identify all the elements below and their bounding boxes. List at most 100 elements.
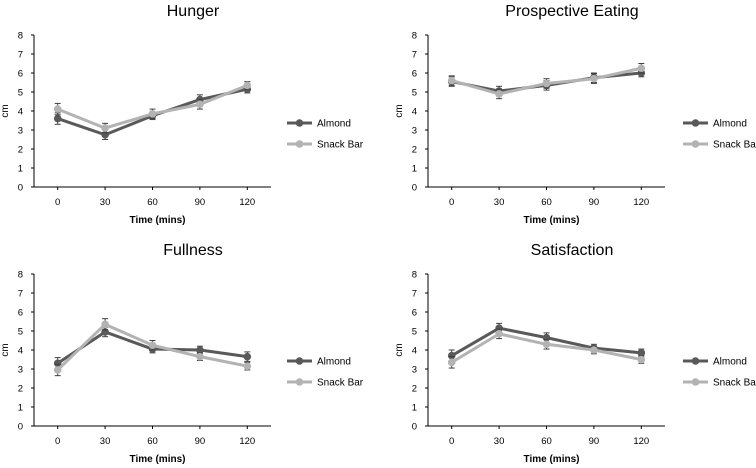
data-point [243,81,252,90]
legend-label: Almond [317,357,351,368]
data-point [447,351,456,360]
y-tick-label: 8 [412,31,417,42]
x-axis-label: Time (mins) [524,215,580,226]
y-axis-label: cm [0,104,11,117]
y-tick-label: 8 [18,31,23,42]
x-tick-label: 120 [239,197,255,208]
y-tick-label: 3 [412,365,417,376]
chart-panel-3: Satisfaction 0 1 2 3 4 5 6 7 8 0 30 60 90 120 Time (min… [394,242,756,465]
legend-label: Almond [713,357,747,368]
data-point [495,324,503,332]
y-tick-label: 5 [18,88,23,99]
y-tick-label: 0 [412,183,417,194]
y-tick-label: 6 [18,69,23,80]
chart-title: Satisfaction [531,242,614,259]
x-tick-label: 60 [541,436,552,447]
chart-panel-1: Prospective Eating 0 1 2 3 4 5 6 7 8 0 30 60 90 120 Tim… [394,3,756,226]
y-tick-label: 5 [412,88,417,99]
data-point [243,362,252,370]
x-tick-label: 30 [100,436,111,447]
data-point [637,349,646,357]
data-point [447,358,456,367]
y-tick-label: 4 [412,107,417,118]
legend-item: Snack Bar [683,140,756,151]
legend-item: Snack Bar [287,378,364,389]
data-point [196,346,204,354]
legend-marker [691,357,700,365]
y-tick-label: 0 [18,422,23,433]
chart-panel-2: Fullness 0 1 2 3 4 5 6 7 8 0 30 60 90 120 Time (mins) cm… [0,242,364,465]
x-tick-label: 120 [633,197,649,208]
y-tick-label: 1 [412,403,417,414]
data-point [53,366,62,374]
x-tick-label: 120 [239,436,255,447]
legend-label: Snack Bar [713,378,756,389]
data-point [53,105,62,113]
x-tick-label: 90 [195,197,206,208]
legend-marker [691,119,700,127]
legend-marker [691,140,700,148]
x-tick-label: 30 [494,436,505,447]
y-tick-label: 1 [18,403,23,414]
x-tick-label: 90 [195,436,206,447]
x-tick-label: 90 [589,197,600,208]
data-point [495,330,503,338]
x-tick-label: 0 [55,436,60,447]
data-point [542,79,551,88]
y-tick-label: 2 [18,384,23,395]
y-tick-label: 1 [412,164,417,175]
y-tick-label: 0 [18,183,23,194]
y-tick-label: 3 [18,126,23,137]
y-tick-label: 1 [18,164,23,175]
legend-label: Almond [317,119,351,130]
x-axis-label: Time (mins) [524,454,580,465]
legend-item: Snack Bar [683,378,756,389]
chart-title: Hunger [167,3,220,20]
x-tick-label: 60 [147,197,158,208]
y-axis-label: cm [394,343,405,356]
y-axis-label: cm [0,343,11,356]
legend-marker [295,357,304,365]
y-tick-label: 0 [412,422,417,433]
legend-marker [295,378,304,386]
legend-item: Almond [287,119,351,130]
chart-panel-0: Hunger 0 1 2 3 4 5 6 7 8 0 30 60 90 120 Time (mins) cm Al… [0,3,364,226]
data-point [196,100,204,109]
y-tick-label: 8 [18,270,23,281]
y-tick-label: 2 [18,145,23,156]
x-tick-label: 90 [589,436,600,447]
y-tick-label: 4 [18,346,23,357]
x-tick-label: 0 [449,197,454,208]
y-tick-label: 4 [18,107,23,118]
y-tick-label: 2 [412,145,417,156]
x-axis-label: Time (mins) [130,215,186,226]
legend-label: Snack Bar [317,378,364,389]
y-tick-label: 7 [18,289,23,300]
x-tick-label: 60 [541,197,552,208]
data-point [53,114,62,123]
data-point [101,124,109,132]
y-tick-label: 7 [412,289,417,300]
data-point [495,90,503,98]
y-tick-label: 3 [18,365,23,376]
y-tick-label: 7 [412,50,417,61]
y-tick-label: 5 [18,327,23,338]
legend-item: Snack Bar [287,140,364,151]
series-snack-bar [53,81,252,134]
series-snack-bar [53,318,252,377]
legend-item: Almond [683,119,747,130]
y-tick-label: 4 [412,346,417,357]
legend-item: Almond [683,357,747,368]
x-tick-label: 60 [147,436,158,447]
legend-marker [691,378,700,386]
data-point [148,341,157,350]
data-point [590,346,598,354]
legend-marker [295,119,304,127]
x-tick-label: 0 [55,197,60,208]
y-tick-label: 6 [412,69,417,80]
legend-label: Snack Bar [713,140,756,151]
data-point [637,355,646,364]
legend-marker [295,140,304,148]
data-point [590,74,598,83]
